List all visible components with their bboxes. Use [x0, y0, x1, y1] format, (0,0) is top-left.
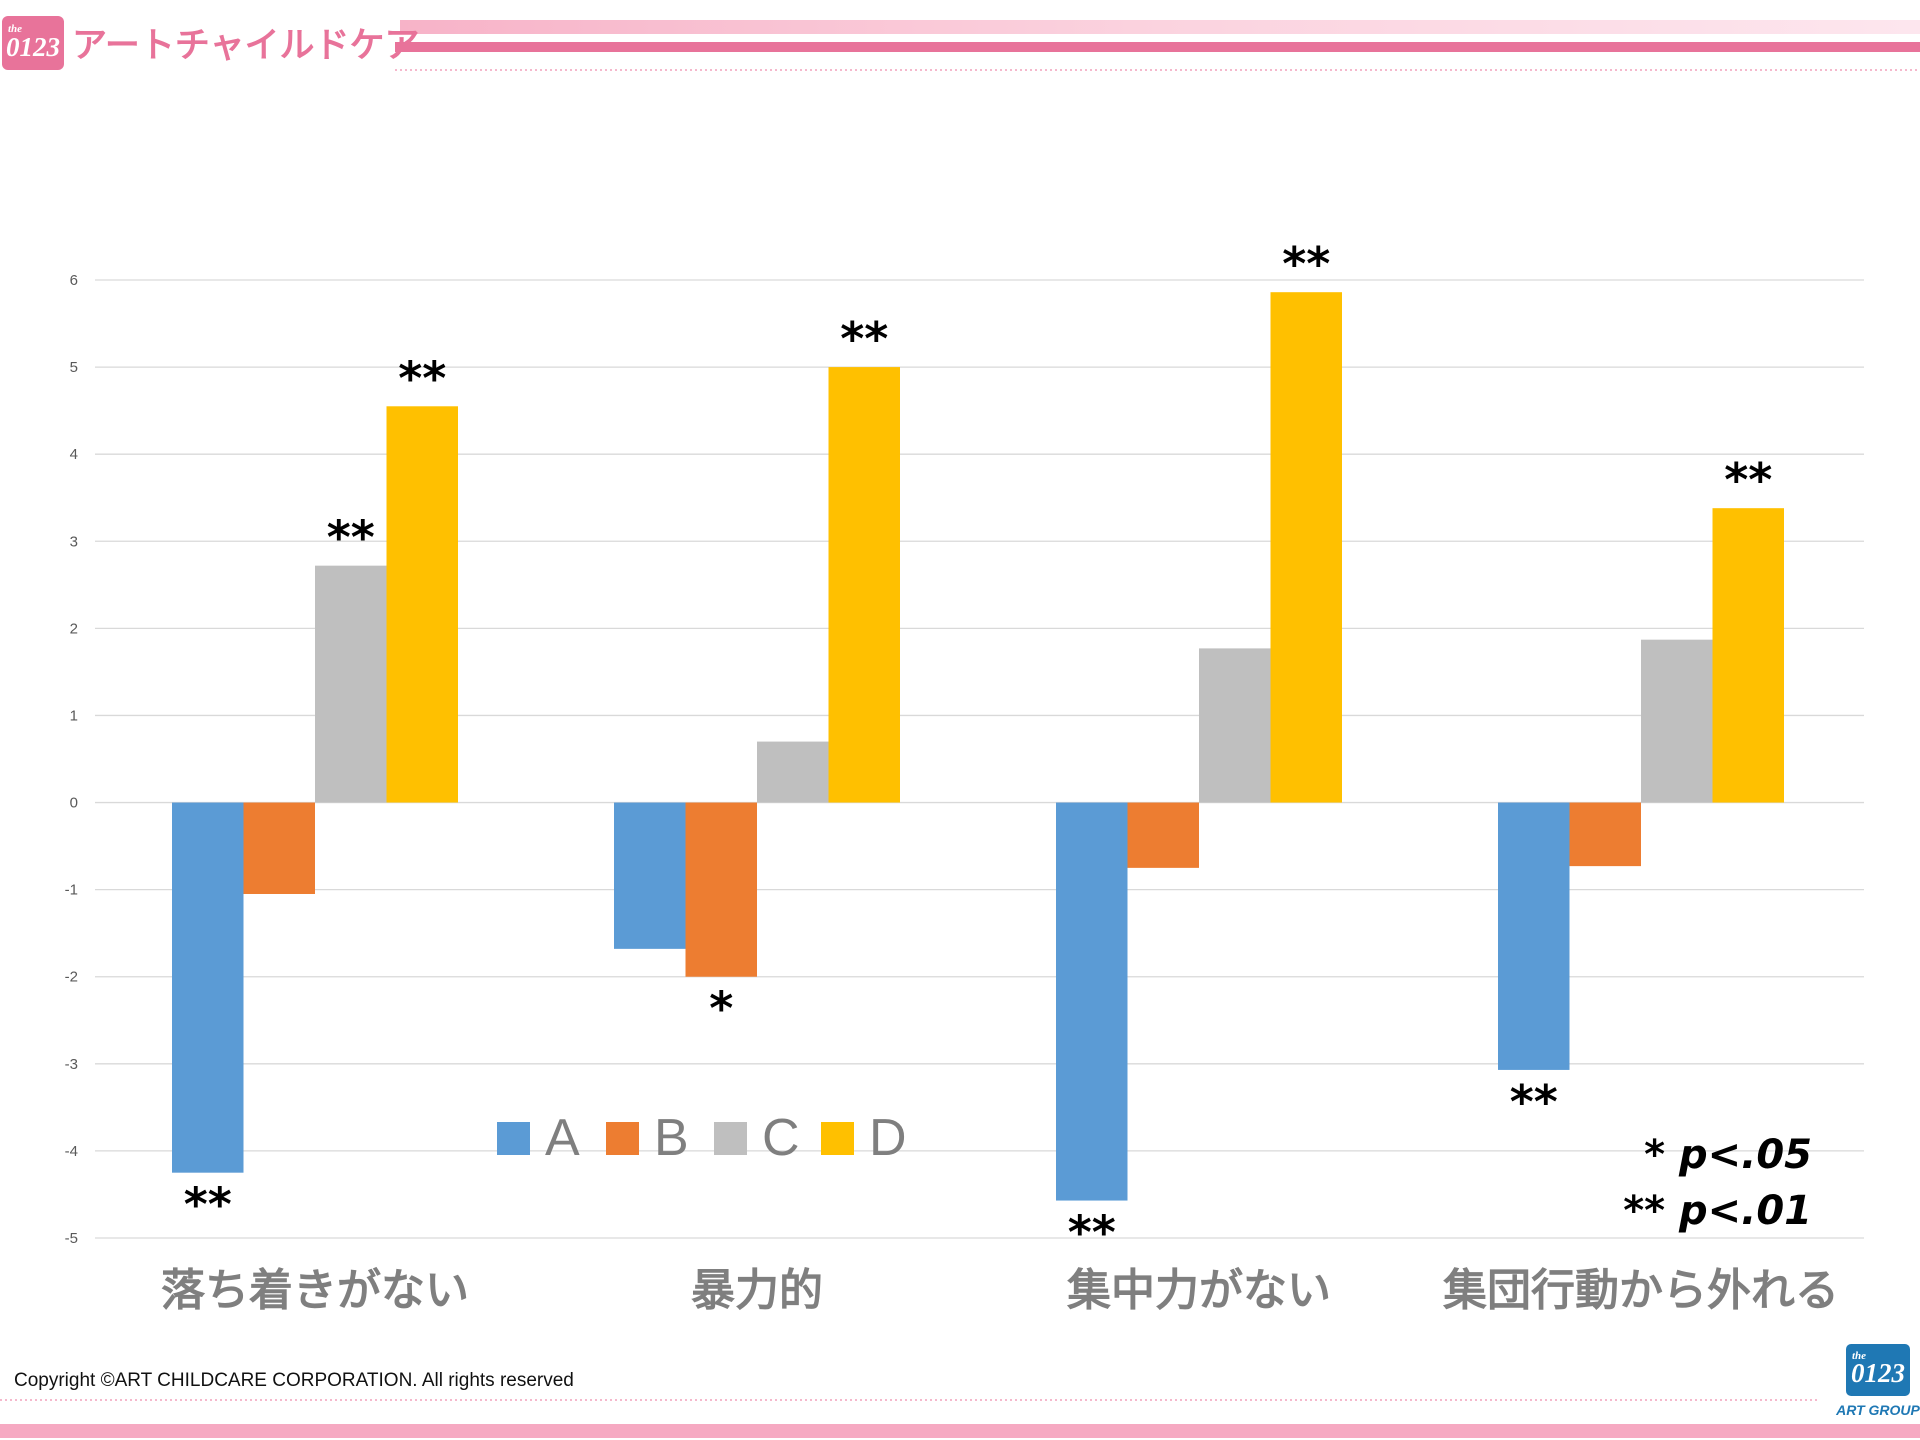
- y-tick-label: -3: [65, 1056, 78, 1073]
- footer-logo-small-text: the: [1852, 1350, 1866, 1362]
- legend: A B C D: [497, 1109, 907, 1167]
- category-labels: 落ち着きがない 暴力的 集中力がない 集団行動から外れる: [161, 1265, 1839, 1316]
- y-tick-label: 4: [70, 446, 78, 463]
- bar-D-1: [386, 406, 458, 803]
- significance-mark: **: [1724, 453, 1772, 507]
- bar-A-2: [614, 802, 686, 949]
- legend-swatch-C: [714, 1122, 747, 1155]
- significance-mark: **: [1510, 1075, 1558, 1129]
- category-label: 集団行動から外れる: [1442, 1265, 1839, 1316]
- bar-B-4: [1569, 802, 1641, 867]
- footer-logo-text: 0123: [1851, 1358, 1905, 1388]
- brand-name: アートチャイルドケア: [72, 26, 420, 66]
- legend-swatch-A: [497, 1122, 530, 1155]
- significance-mark: **: [1282, 237, 1330, 291]
- bar-B-3: [1127, 802, 1199, 868]
- header-stripe-light: [400, 20, 1920, 34]
- bar-B-2: [685, 802, 757, 977]
- bar-C-2: [757, 741, 829, 803]
- legend-label-A: A: [545, 1109, 580, 1167]
- y-tick-label: -1: [65, 882, 78, 899]
- bars: [172, 292, 1784, 1201]
- significance-mark: **: [327, 511, 375, 565]
- footer-bar: the 0123 ART GROUP: [0, 1344, 1920, 1438]
- significance-mark: *: [709, 982, 733, 1036]
- note-2: ** p<.01: [1623, 1188, 1812, 1234]
- footer-stripe: [0, 1424, 1920, 1438]
- header-bar: the 0123 アートチャイルドケア: [2, 16, 1920, 71]
- bar-C-1: [315, 565, 387, 803]
- significance-mark: **: [184, 1178, 232, 1232]
- y-tick-label: 5: [70, 359, 78, 376]
- legend-label-D: D: [869, 1109, 907, 1167]
- significance-mark: **: [398, 351, 446, 405]
- legend-swatch-D: [821, 1122, 854, 1155]
- y-tick-label: 0: [70, 795, 78, 812]
- bar-C-3: [1199, 648, 1271, 803]
- y-tick-label: -2: [65, 969, 78, 986]
- bar-A-1: [172, 802, 244, 1173]
- bar-D-3: [1270, 292, 1342, 803]
- brand-badge-text: 0123: [6, 32, 60, 62]
- significance-mark: **: [1068, 1206, 1116, 1260]
- y-tick-label: 3: [70, 533, 78, 550]
- bar-D-4: [1712, 508, 1784, 803]
- bar-D-2: [828, 367, 900, 803]
- bar-C-4: [1641, 639, 1713, 803]
- legend-label-B: B: [654, 1109, 689, 1167]
- note-1: * p<.05: [1644, 1132, 1812, 1178]
- brand-badge: the 0123: [2, 16, 64, 70]
- category-label: 暴力的: [691, 1265, 823, 1316]
- significance-notes: * p<.05 ** p<.01: [1623, 1132, 1812, 1234]
- y-tick-label: 6: [70, 272, 78, 289]
- significance-marks: *****************: [184, 237, 1773, 1259]
- footer-logo: the 0123 ART GROUP: [1835, 1344, 1920, 1418]
- significance-mark: **: [840, 312, 888, 366]
- y-tick-label: 1: [70, 707, 78, 724]
- y-tick-label: -4: [65, 1143, 78, 1160]
- y-axis-ticks: 6 5 4 3 2 1 0 -1 -2 -3 -4 -5: [65, 272, 78, 1247]
- bar-A-4: [1498, 802, 1570, 1070]
- y-tick-label: 2: [70, 620, 78, 637]
- bar-B-1: [243, 802, 315, 894]
- y-tick-label: -5: [65, 1230, 78, 1247]
- legend-swatch-B: [606, 1122, 639, 1155]
- footer-logo-caption: ART GROUP: [1835, 1402, 1920, 1418]
- category-label: 集中力がない: [1066, 1265, 1331, 1316]
- brand-badge-small-text: the: [8, 23, 22, 35]
- copyright-text: Copyright ©ART CHILDCARE CORPORATION. Al…: [14, 1370, 574, 1391]
- legend-label-C: C: [762, 1109, 800, 1167]
- bar-A-3: [1056, 802, 1128, 1201]
- header-stripe-main: [395, 42, 1920, 52]
- category-label: 落ち着きがない: [161, 1265, 469, 1316]
